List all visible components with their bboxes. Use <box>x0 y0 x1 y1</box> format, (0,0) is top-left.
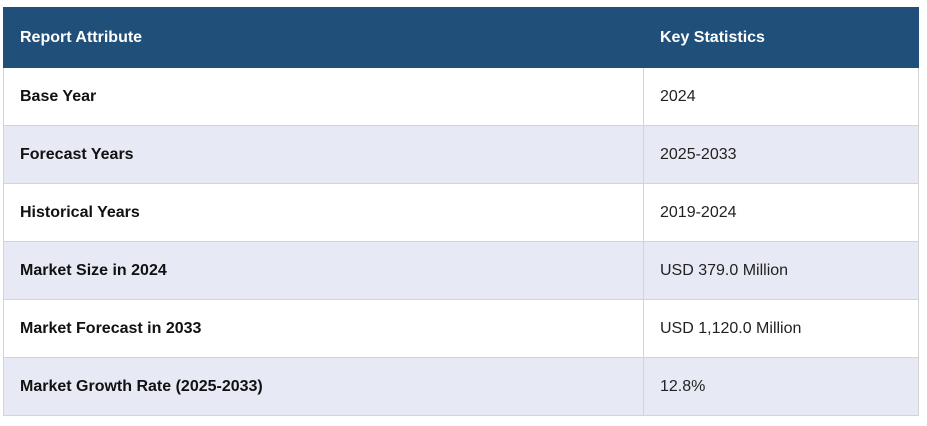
header-cell: Report Attribute <box>3 7 644 68</box>
statistic-cell: 2019-2024 <box>643 183 919 242</box>
attribute-cell: Market Growth Rate (2025-2033) <box>3 357 644 416</box>
statistic-cell: 2024 <box>643 67 919 126</box>
table-row: Market Forecast in 2033 USD 1,120.0 Milli… <box>3 299 919 358</box>
table-body: Base Year 2024 Forecast Years 2025-2033 Hist… <box>3 67 919 416</box>
table-row: Base Year 2024 <box>3 67 919 126</box>
attribute-cell: Market Forecast in 2033 <box>3 299 644 358</box>
attribute-cell: Market Size in 2024 <box>3 241 644 300</box>
table-row: Market Growth Rate (2025-2033) 12.8% <box>3 357 919 416</box>
attribute-cell: Forecast Years <box>3 125 644 184</box>
statistic-cell: 2025-2033 <box>643 125 919 184</box>
report-table: Report Attribute Key Statistics Base Year… <box>3 7 919 416</box>
header-cell: Key Statistics <box>643 7 919 68</box>
statistic-cell: USD 1,120.0 Million <box>643 299 919 358</box>
table-row: Historical Years 2019-2024 <box>3 183 919 242</box>
attribute-cell: Historical Years <box>3 183 644 242</box>
attribute-cell: Base Year <box>3 67 644 126</box>
statistic-cell: 12.8% <box>643 357 919 416</box>
table-header: Report Attribute Key Statistics <box>3 7 919 68</box>
table-row: Forecast Years 2025-2033 <box>3 125 919 184</box>
header-row: Report Attribute Key Statistics <box>3 7 919 68</box>
table-row: Market Size in 2024 USD 379.0 Million <box>3 241 919 300</box>
statistic-cell: USD 379.0 Million <box>643 241 919 300</box>
